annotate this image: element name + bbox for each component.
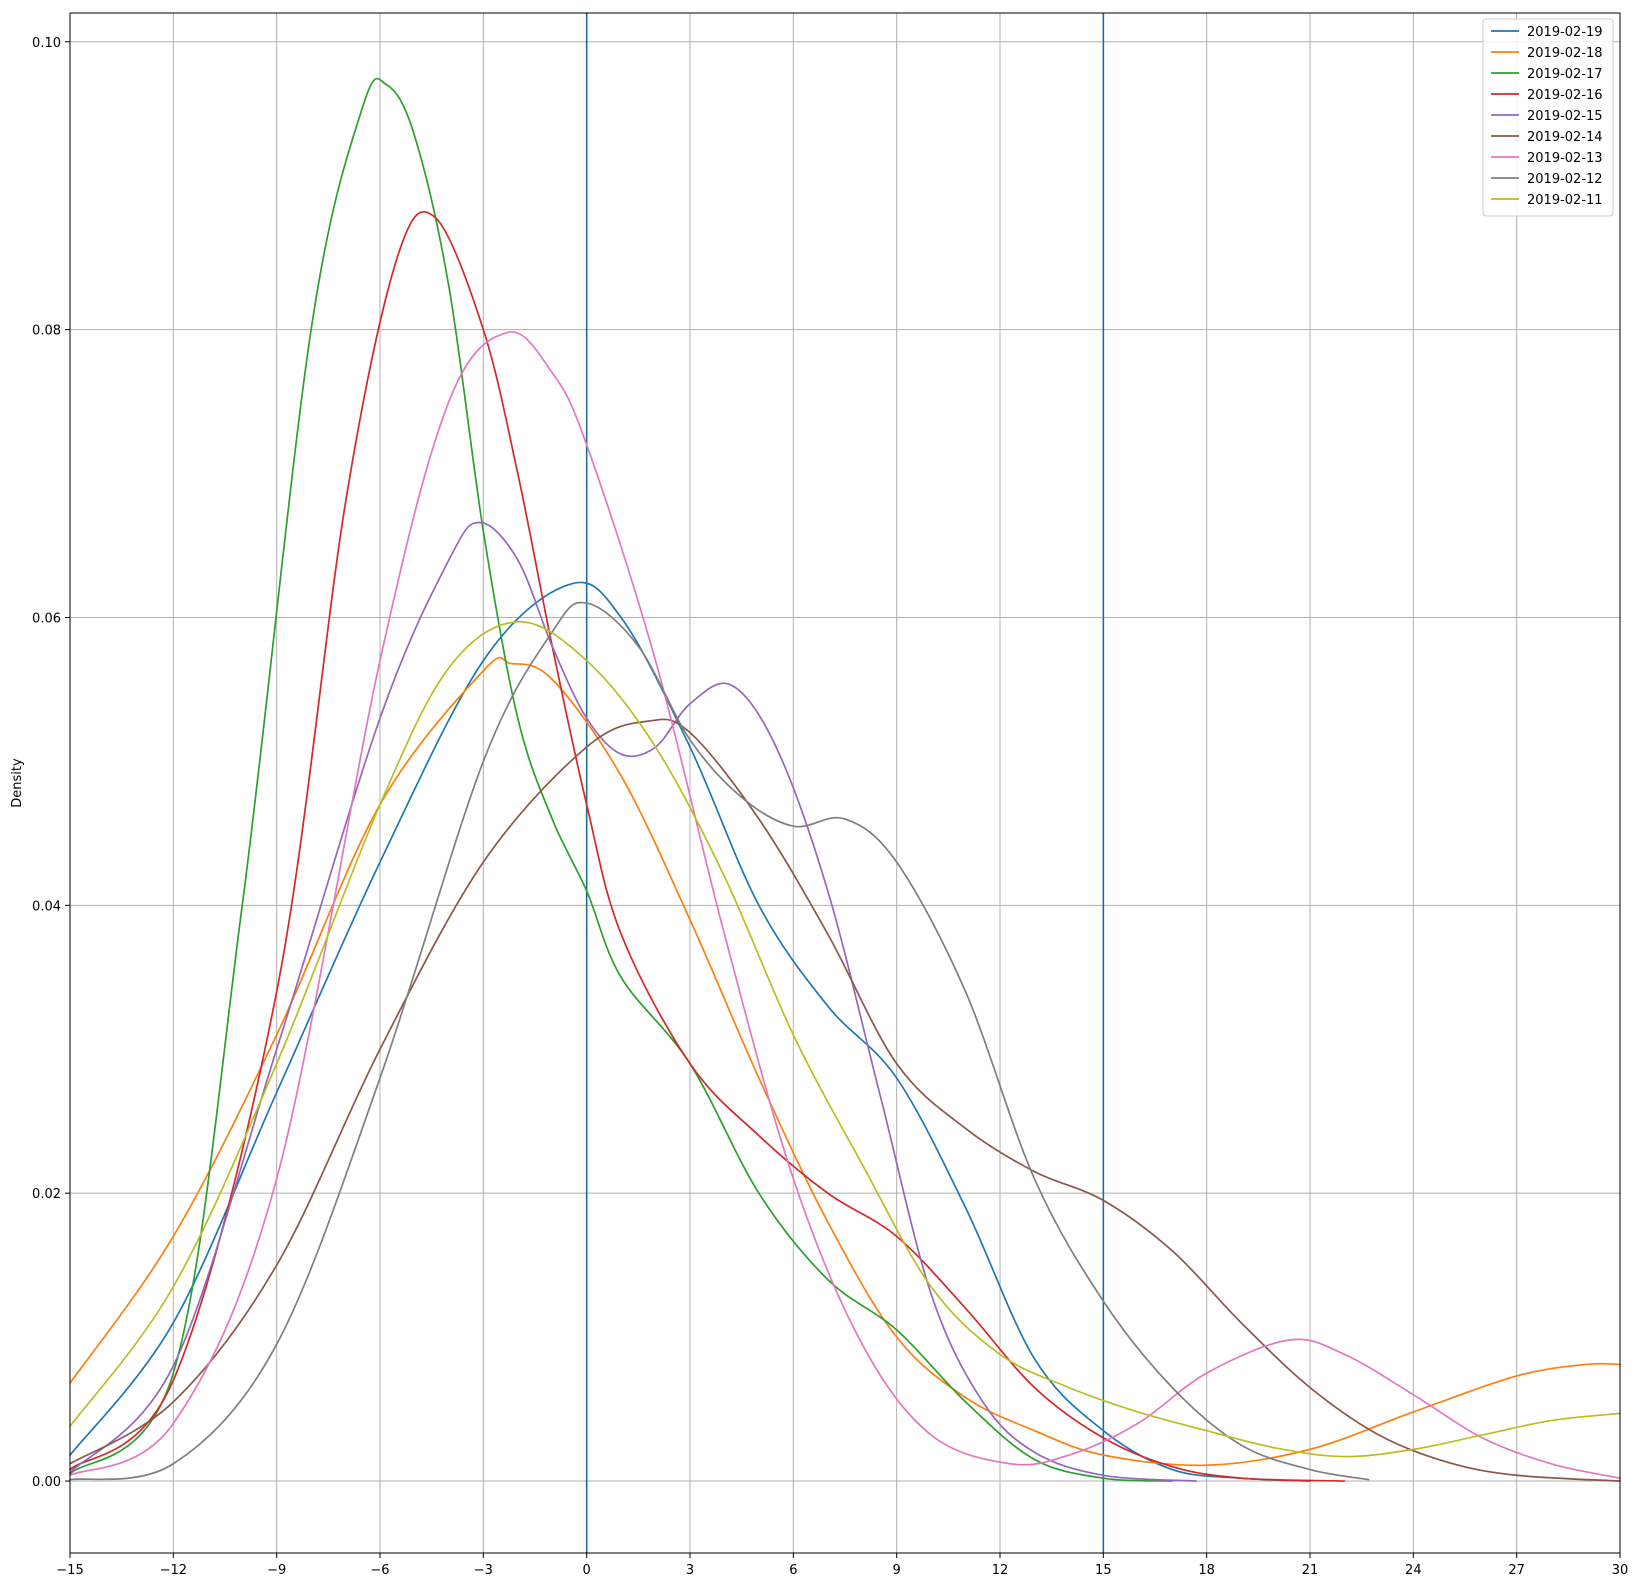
plot-frame bbox=[69, 12, 1621, 1554]
y-tick-label: 0.04 bbox=[32, 899, 61, 914]
y-axis-ticks: 0.00 0.02 0.04 0.06 0.08 0.10 bbox=[32, 36, 70, 1490]
legend-box bbox=[1482, 18, 1614, 217]
x-tick-label: 21 bbox=[1302, 1563, 1319, 1578]
x-tick-label: 24 bbox=[1405, 1563, 1422, 1578]
x-axis-ticks: −15 −12 −9 −6 −3 0 3 6 9 12 15 18 21 24 27 30 bbox=[56, 1553, 1628, 1578]
series-line-2019-02-19 bbox=[69, 581, 1311, 1482]
legend-label: 2019-02-13 bbox=[1527, 151, 1603, 166]
legend-label: 2019-02-17 bbox=[1527, 67, 1603, 82]
legend-label: 2019-02-12 bbox=[1527, 172, 1603, 187]
x-tick-label: 12 bbox=[992, 1563, 1009, 1578]
series-lines bbox=[69, 77, 1621, 1482]
legend: 2019-02-19 2019-02-18 2019-02-17 2019-02-16… bbox=[1482, 18, 1614, 217]
legend-label: 2019-02-15 bbox=[1527, 109, 1603, 124]
legend-label: 2019-02-18 bbox=[1527, 46, 1603, 61]
x-tick-label: 18 bbox=[1198, 1563, 1215, 1578]
series-line-2019-02-17 bbox=[69, 77, 1174, 1482]
x-tick-label: 30 bbox=[1612, 1563, 1629, 1578]
legend-label: 2019-02-14 bbox=[1527, 130, 1603, 145]
series-line-2019-02-18 bbox=[69, 656, 1621, 1467]
x-tick-label: −9 bbox=[267, 1563, 286, 1578]
legend-label: 2019-02-19 bbox=[1527, 25, 1603, 40]
x-tick-label: −15 bbox=[56, 1563, 83, 1578]
legend-label: 2019-02-16 bbox=[1527, 88, 1603, 103]
x-tick-label: −3 bbox=[474, 1563, 493, 1578]
y-tick-label: 0.06 bbox=[32, 611, 61, 626]
x-tick-label: −6 bbox=[370, 1563, 389, 1578]
series-line-2019-02-11 bbox=[69, 620, 1621, 1458]
series-line-2019-02-15 bbox=[69, 521, 1198, 1482]
y-tick-label: 0.00 bbox=[32, 1475, 61, 1490]
y-tick-label: 0.08 bbox=[32, 324, 61, 339]
x-tick-label: 0 bbox=[583, 1563, 591, 1578]
series-line-2019-02-14 bbox=[69, 718, 1621, 1482]
x-tick-label: −12 bbox=[160, 1563, 187, 1578]
vertical-reference-lines bbox=[585, 13, 1105, 1553]
y-axis-label: Density bbox=[10, 758, 25, 808]
x-tick-label: 9 bbox=[893, 1563, 901, 1578]
x-tick-label: 15 bbox=[1095, 1563, 1112, 1578]
series-line-2019-02-16 bbox=[69, 211, 1346, 1482]
y-tick-label: 0.02 bbox=[32, 1187, 61, 1202]
series-line-2019-02-13 bbox=[69, 331, 1621, 1480]
x-tick-label: 6 bbox=[789, 1563, 797, 1578]
series-line-2019-02-12 bbox=[69, 601, 1370, 1481]
legend-label: 2019-02-11 bbox=[1527, 193, 1603, 208]
y-tick-label: 0.10 bbox=[32, 36, 61, 51]
x-tick-label: 27 bbox=[1508, 1563, 1525, 1578]
x-tick-label: 3 bbox=[686, 1563, 694, 1578]
